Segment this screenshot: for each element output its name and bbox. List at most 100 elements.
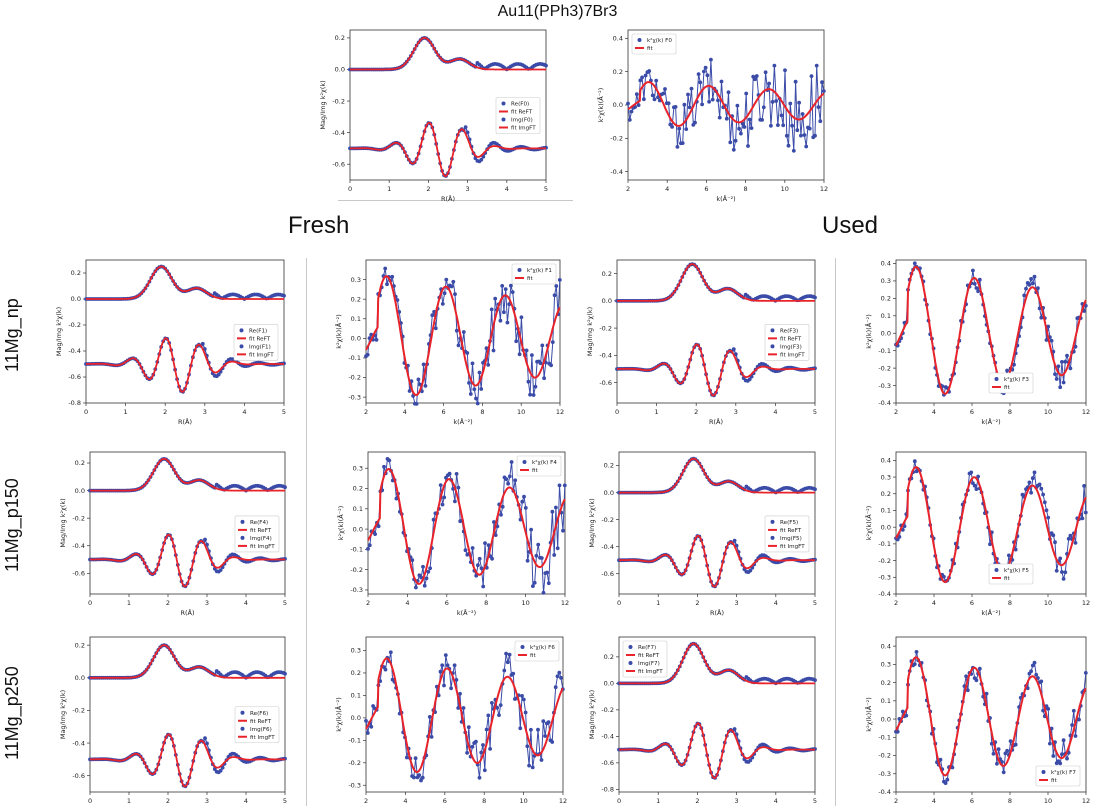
legend-label: Re(F0) [511, 102, 529, 108]
data-point [746, 144, 750, 148]
data-point [972, 483, 977, 488]
data-point [527, 763, 531, 768]
chart-fresh-np-k: 2 4 6 8 10 12 -0.3 -0.2 -0.1 0.0 0.1 0.2 0.3 k(Å⁻²) k²… [334, 259, 564, 426]
x-tick-label: 4 [505, 185, 509, 193]
legend-label: fit ReFT [780, 336, 802, 342]
data-point [1029, 277, 1033, 281]
data-point [943, 781, 948, 785]
data-point [481, 743, 485, 747]
x-tick-label: 12 [820, 185, 828, 193]
chart-used-p150-r: 0 1 2 3 4 5 -0.6 -0.4 -0.2 0.0 0.2 R(Å) Mag/Img k²χ(… [588, 451, 817, 617]
data-point [438, 669, 443, 674]
data-point [686, 92, 690, 97]
y-tick-label: -0.6 [72, 570, 85, 578]
data-point [541, 719, 546, 724]
legend-label: fit ImgFT [250, 544, 275, 550]
fresh-column-divider [306, 258, 307, 806]
x-tick-label: 2 [695, 599, 699, 607]
data-point [454, 472, 459, 476]
data-point [507, 474, 512, 479]
y-tick-label: -0.4 [601, 543, 614, 551]
legend-label: Img(F3) [780, 344, 802, 350]
x-tick-label: 5 [813, 599, 817, 607]
fit-line [365, 657, 564, 774]
data-point [989, 741, 994, 746]
data-point [793, 79, 798, 84]
x-tick-label: 8 [482, 797, 486, 805]
x-tick-label: 6 [443, 797, 447, 805]
data-point [656, 95, 660, 100]
data-point [964, 674, 968, 679]
fit-line-img [85, 337, 285, 393]
y-tick-label: -0.3 [878, 573, 891, 581]
data-point [774, 99, 779, 103]
data-point [451, 279, 456, 284]
data-point [1063, 570, 1068, 575]
x-tick-label: 6 [442, 408, 446, 416]
data-point [453, 499, 457, 504]
data-point [540, 343, 545, 348]
data-point [553, 685, 558, 690]
data-point [461, 706, 466, 710]
data-point [1068, 366, 1073, 371]
x-tick-label: 2 [366, 599, 370, 607]
data-point [521, 697, 526, 702]
data-point [369, 724, 374, 729]
data-point [536, 727, 540, 732]
y-tick-label: -0.3 [348, 393, 361, 401]
data-point [498, 703, 503, 707]
y-tick-label: -0.3 [350, 586, 363, 594]
data-point [1083, 510, 1088, 515]
data-point [689, 86, 694, 91]
y-tick-label: -0.2 [350, 566, 363, 574]
x-axis-label: R(Å) [178, 417, 192, 426]
data-point [693, 120, 697, 125]
y-tick-label: 0.1 [353, 505, 363, 513]
x-tick-label: 12 [556, 408, 564, 416]
data-point [522, 494, 526, 499]
x-tick-label: 3 [734, 408, 738, 416]
data-point [1073, 734, 1078, 738]
y-tick-label: -0.3 [878, 382, 891, 390]
data-point [555, 674, 560, 679]
y-tick-label: 0.2 [604, 653, 614, 661]
data-point [414, 585, 418, 590]
data-point [465, 351, 470, 355]
legend-label: k²χ(k) F7 [1051, 769, 1076, 776]
data-point [1036, 286, 1040, 291]
x-tick-label: 4 [774, 797, 778, 805]
data-point [754, 74, 759, 78]
y-tick-label: 0.3 [351, 276, 361, 284]
legend-label: fit ImgFT [250, 735, 275, 741]
data-line-re [350, 37, 547, 71]
y-tick-label: -0.4 [601, 733, 614, 741]
x-tick-label: 3 [203, 408, 207, 416]
data-point [388, 650, 393, 655]
x-tick-label: 4 [244, 599, 248, 607]
data-point [509, 460, 514, 464]
legend-box [622, 640, 668, 678]
data-point [675, 145, 680, 149]
data-point [769, 123, 773, 128]
figure-title: Au11(PPh3)7Br3 [497, 3, 618, 20]
data-point [470, 361, 475, 366]
data-point [525, 744, 530, 749]
x-tick-label: 2 [364, 408, 368, 416]
data-point [449, 686, 453, 691]
data-point [529, 727, 533, 732]
data-point [654, 78, 659, 83]
data-point [698, 80, 703, 85]
data-point [559, 676, 563, 680]
data-point [1060, 570, 1064, 574]
data-point [795, 128, 800, 133]
data-point [493, 533, 498, 537]
data-point [1032, 470, 1037, 475]
fit-line-re [618, 642, 816, 685]
x-tick-label: 12 [1082, 599, 1090, 607]
data-point [1063, 359, 1068, 364]
legend: k²χ(k) F6 fit [514, 640, 560, 662]
data-point [1077, 717, 1081, 722]
data-point [1058, 385, 1063, 390]
data-point [526, 379, 531, 384]
data-point [531, 584, 535, 588]
